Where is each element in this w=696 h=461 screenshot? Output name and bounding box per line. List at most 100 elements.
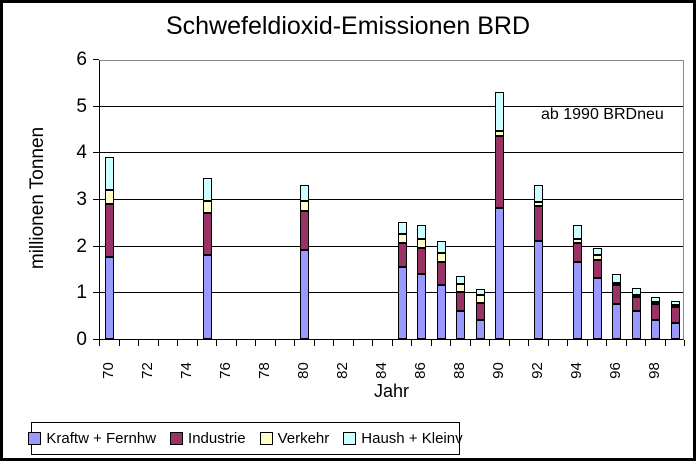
x-tick-label-text: 74 [178, 362, 196, 379]
x-tick-label: 94 [566, 348, 588, 390]
bar-segment-haush-kleinv [202, 178, 212, 202]
x-tick-label: 84 [371, 348, 393, 390]
legend-label: Kraftw + Fernhw [46, 430, 157, 447]
gridline [100, 199, 683, 200]
y-tick-label: 4 [76, 142, 87, 164]
x-tick-label-text: 72 [139, 362, 157, 379]
bar-segment-verkehr [475, 294, 485, 303]
x-tick [625, 340, 627, 346]
y-tick [93, 105, 99, 107]
x-tick [118, 340, 120, 346]
bar-segment-industrie [612, 285, 622, 304]
gridline [100, 245, 683, 247]
gridline [100, 292, 683, 294]
bar-segment-verkehr [456, 283, 466, 293]
x-tick-label-text: 84 [373, 362, 391, 379]
x-tick [684, 340, 685, 346]
bar-segment-industrie [670, 307, 680, 323]
x-tick-label: 92 [527, 348, 549, 390]
bar-segment-haush-kleinv [534, 185, 544, 203]
bar-segment-kraftw-fernhw [670, 322, 680, 339]
x-tick [586, 340, 588, 346]
bar-segment-industrie [300, 210, 310, 251]
bar-segment-verkehr [670, 305, 680, 308]
bar-segment-haush-kleinv [417, 224, 427, 239]
x-tick-label-text: 96 [607, 362, 625, 379]
x-tick [606, 340, 607, 346]
legend-item: Kraftw + Fernhw [28, 430, 156, 447]
x-tick [255, 340, 256, 346]
x-tick [391, 340, 393, 346]
x-tick-label: 98 [644, 348, 666, 390]
bar-segment-verkehr [573, 238, 583, 244]
bar-segment-kraftw-fernhw [495, 208, 505, 339]
x-tick-label: 72 [137, 348, 159, 390]
x-tick-label-text: 78 [256, 362, 274, 379]
legend-label: Verkehr [277, 430, 330, 447]
x-tick-label: 70 [98, 348, 120, 390]
chart-title: Schwefeldioxid-Emissionen BRD [165, 12, 531, 40]
bar-segment-industrie [456, 292, 466, 311]
x-tick [274, 340, 276, 346]
bar-segment-verkehr [612, 283, 622, 286]
x-tick-label: 76 [215, 348, 237, 390]
x-tick-label: 86 [410, 348, 432, 390]
legend-swatch [259, 432, 273, 445]
bar-segment-verkehr [495, 131, 505, 136]
gridline [100, 105, 683, 107]
x-tick-label: 80 [293, 348, 315, 390]
bar-segment-haush-kleinv [300, 185, 310, 202]
bar-segment-verkehr [300, 201, 310, 211]
legend-item: Industrie [170, 430, 246, 447]
x-tick [313, 340, 315, 346]
x-tick-label-text: 98 [646, 362, 664, 379]
bar-segment-kraftw-fernhw [397, 266, 407, 339]
legend-label: Industrie [188, 430, 246, 447]
bar-segment-verkehr [534, 202, 544, 206]
bar-segment-haush-kleinv [612, 273, 622, 283]
bar-segment-industrie [202, 213, 212, 255]
bar-segment-kraftw-fernhw [105, 257, 115, 339]
bar-segment-industrie [534, 206, 544, 241]
x-tick [216, 340, 217, 346]
x-tick [99, 340, 100, 346]
x-tick [157, 340, 159, 346]
x-tick-label-text: 90 [490, 362, 508, 379]
legend-swatch [170, 432, 184, 445]
bar-segment-verkehr [417, 238, 427, 248]
bar-segment-kraftw-fernhw [534, 241, 544, 339]
x-tick [508, 340, 510, 346]
bar-segment-kraftw-fernhw [417, 273, 427, 339]
x-tick-label-text: 70 [100, 362, 118, 379]
legend: Kraftw + Fernhw Industrie Verkehr Haush + K… [28, 422, 463, 455]
bar-segment-verkehr [592, 255, 602, 260]
bar-segment-kraftw-fernhw [202, 255, 212, 339]
x-tick-label: 74 [176, 348, 198, 390]
bar-segment-kraftw-fernhw [475, 320, 485, 339]
x-tick [196, 340, 198, 346]
bar-segment-industrie [397, 243, 407, 267]
gridline [100, 152, 683, 154]
bar-segment-haush-kleinv [105, 157, 115, 190]
y-axis-title: millionen Tonnen [27, 126, 48, 270]
bar-segment-industrie [573, 243, 583, 262]
bar-segment-kraftw-fernhw [631, 311, 641, 339]
x-tick [235, 340, 237, 346]
x-tick [294, 340, 295, 346]
bar-segment-industrie [592, 259, 602, 279]
bar-segment-kraftw-fernhw [612, 304, 622, 339]
y-tick-label: 1 [76, 282, 87, 304]
bar-segment-industrie [417, 248, 427, 274]
x-tick-label: 82 [332, 348, 354, 390]
plot-area [99, 60, 684, 340]
x-tick-label-text: 94 [568, 362, 586, 379]
y-tick [93, 152, 99, 154]
legend-label: Haush + Kleinv [361, 430, 463, 447]
legend-swatch [343, 432, 357, 445]
bar-segment-kraftw-fernhw [456, 311, 466, 339]
bar-segment-haush-kleinv [670, 300, 680, 306]
x-tick [372, 340, 373, 346]
x-tick-label: 90 [488, 348, 510, 390]
x-tick-label-text: 92 [529, 362, 547, 379]
x-tick [469, 340, 471, 346]
